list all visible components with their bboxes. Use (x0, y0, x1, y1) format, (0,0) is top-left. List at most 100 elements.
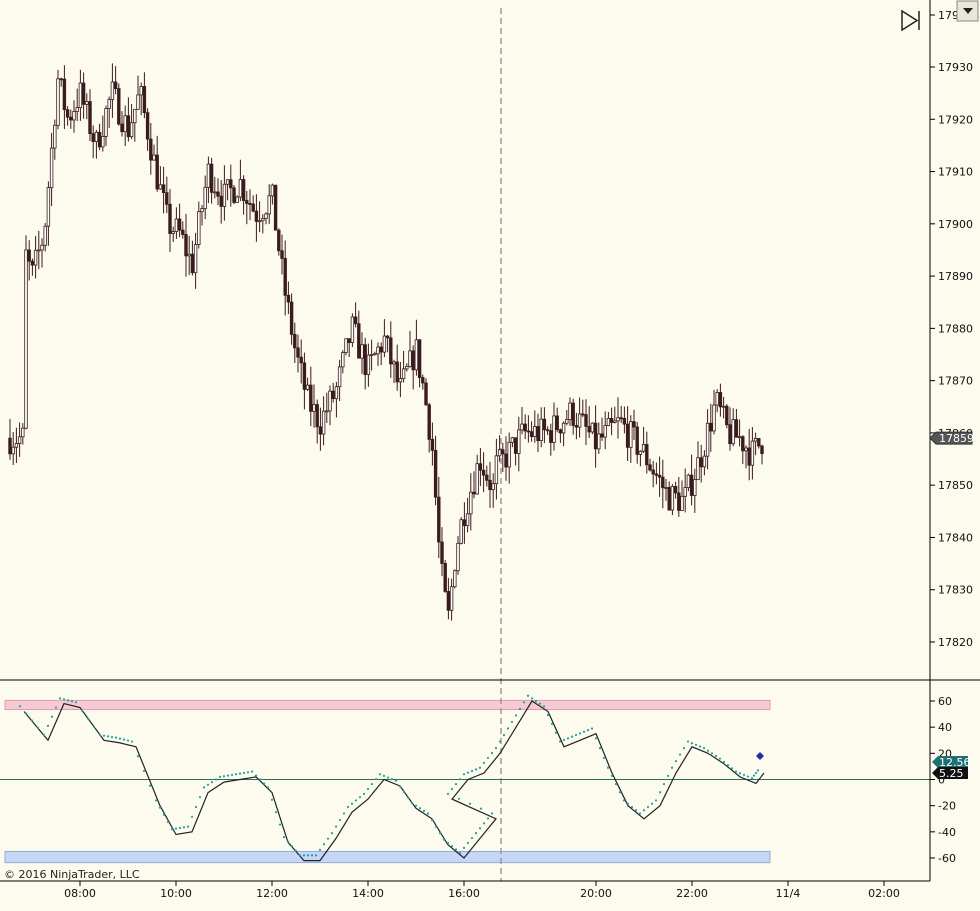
candle-body (446, 591, 451, 611)
oscillator-dot (598, 747, 602, 750)
oscillator-dot (142, 769, 146, 773)
candle-body (133, 108, 137, 124)
oscillator-line (23, 700, 765, 862)
candle-body (161, 184, 166, 194)
candle-body (507, 441, 511, 468)
last-price-tag: 17859 (929, 431, 974, 445)
oscillator-dot (546, 713, 550, 717)
candle-body (171, 231, 175, 234)
candle-body (184, 234, 188, 257)
candle-body (433, 449, 438, 498)
candle-body (152, 154, 156, 161)
candle-body (72, 111, 76, 121)
candle-body (174, 218, 179, 232)
candle-body (43, 225, 47, 246)
candle-body (600, 433, 604, 438)
oscillator-dot (534, 699, 538, 703)
candle-body (344, 338, 348, 353)
oscillator-dot (446, 792, 450, 795)
candle-body (379, 346, 383, 353)
oscillator-dot (370, 782, 374, 786)
oscillator-dot (250, 770, 254, 773)
candle-body (11, 446, 15, 455)
candle-body (558, 429, 563, 434)
candle-body (181, 229, 185, 235)
candle-body (216, 191, 220, 197)
candle-body (497, 449, 502, 457)
candle-body (337, 366, 342, 388)
candle-body (117, 88, 121, 125)
dropdown-button[interactable] (956, 0, 979, 22)
candle-body (456, 542, 460, 572)
play-to-end-icon[interactable] (901, 9, 920, 32)
oscillator-dot (558, 740, 562, 743)
oscillator-dot (554, 731, 558, 734)
candle-body (526, 430, 531, 433)
candle-body (741, 436, 745, 452)
candle-body (264, 213, 268, 219)
candle-body (485, 474, 489, 481)
osc-value-tag-bg (932, 767, 968, 779)
candle-body (709, 422, 713, 432)
oscillator-dot (730, 767, 734, 770)
candle-body (206, 163, 211, 188)
oscillator-dot (54, 706, 58, 709)
candle-body (750, 440, 755, 466)
candle-body (376, 346, 380, 355)
oscillator-dot (454, 848, 458, 851)
oscillator-dot (406, 796, 410, 799)
candle-body (693, 479, 697, 496)
oscillator-dot (24, 712, 28, 715)
candle-body (577, 413, 582, 428)
candle-body (91, 133, 95, 142)
oscillator-dot (334, 825, 338, 828)
oscillator-dot (526, 694, 530, 697)
oscillator-dot (62, 698, 66, 701)
candle-body (401, 368, 406, 379)
oscillator-dot (670, 766, 674, 769)
candle-body (555, 415, 559, 431)
oscillator-dot (86, 717, 90, 720)
candle-body (651, 469, 655, 475)
oscillator-dot (606, 766, 610, 769)
oscillator-dot (458, 778, 462, 781)
candle-body (699, 457, 703, 468)
candle-body (267, 195, 271, 215)
oscillator-dot (742, 773, 746, 777)
oscillator-dot (350, 802, 354, 805)
candle-body (245, 200, 249, 204)
candle-body (677, 492, 681, 511)
oscillator-dot (694, 743, 698, 746)
candle-body (686, 474, 691, 488)
oscillator-dot (622, 799, 626, 802)
oscillator-dot (194, 805, 198, 809)
candle-body (88, 101, 92, 135)
oscillator-dot (92, 725, 96, 728)
oscillator-dot (58, 697, 62, 700)
price-tick-label: 17920 (938, 113, 973, 126)
candle-body (347, 338, 351, 343)
candle-body (235, 196, 239, 203)
candle-body (469, 491, 473, 515)
candle-body (568, 402, 572, 420)
candle-body (325, 410, 329, 413)
oscillator-dot (302, 854, 306, 857)
oscillator-dot (590, 727, 594, 730)
candle-body (721, 405, 726, 408)
candle-body (680, 495, 684, 511)
candle-body (641, 444, 646, 452)
oscillator-dot (414, 804, 418, 807)
oscillator-dot (410, 801, 414, 805)
oscillator-dot (306, 854, 310, 857)
oscillator-dot (574, 733, 578, 737)
oscillator-dot (154, 799, 158, 802)
candle-body (283, 258, 287, 296)
candle-body (293, 333, 297, 349)
oscillator-dot (430, 818, 434, 822)
chevron-down-icon (963, 8, 973, 14)
oscillator-dot (426, 812, 430, 815)
candle-body (158, 184, 163, 190)
oscillator-dot (602, 756, 606, 760)
oscillator-dot (650, 802, 654, 805)
